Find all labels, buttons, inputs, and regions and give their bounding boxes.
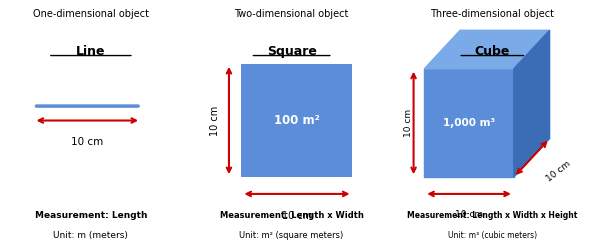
Text: 10 cm: 10 cm <box>282 211 312 221</box>
Text: 10 cm: 10 cm <box>545 159 573 183</box>
Text: Three-dimensional object: Three-dimensional object <box>430 9 554 19</box>
Text: Measurement: Length x Width x Height: Measurement: Length x Width x Height <box>407 211 578 220</box>
Polygon shape <box>424 30 550 69</box>
Text: 10 cm: 10 cm <box>404 109 413 137</box>
Text: Unit: m³ (cubic meters): Unit: m³ (cubic meters) <box>448 231 537 240</box>
Text: 10 cm: 10 cm <box>455 210 483 219</box>
Text: Unit: m (meters): Unit: m (meters) <box>53 231 128 240</box>
Text: Two-dimensional object: Two-dimensional object <box>235 9 349 19</box>
Text: Line: Line <box>76 45 106 58</box>
Text: 1,000 m³: 1,000 m³ <box>443 118 495 128</box>
Text: One-dimensional object: One-dimensional object <box>33 9 149 19</box>
Text: Square: Square <box>266 45 317 58</box>
Text: Measurement: Length x Width: Measurement: Length x Width <box>220 211 364 220</box>
Text: Cube: Cube <box>475 45 510 58</box>
Polygon shape <box>424 69 514 177</box>
Bar <box>241 64 352 177</box>
Text: Measurement: Length: Measurement: Length <box>35 211 147 220</box>
Text: 10 cm: 10 cm <box>71 137 103 147</box>
Polygon shape <box>514 30 550 177</box>
Text: Unit: m² (square meters): Unit: m² (square meters) <box>239 231 344 240</box>
Text: 100 m²: 100 m² <box>274 114 320 127</box>
Text: 10 cm: 10 cm <box>209 105 220 136</box>
